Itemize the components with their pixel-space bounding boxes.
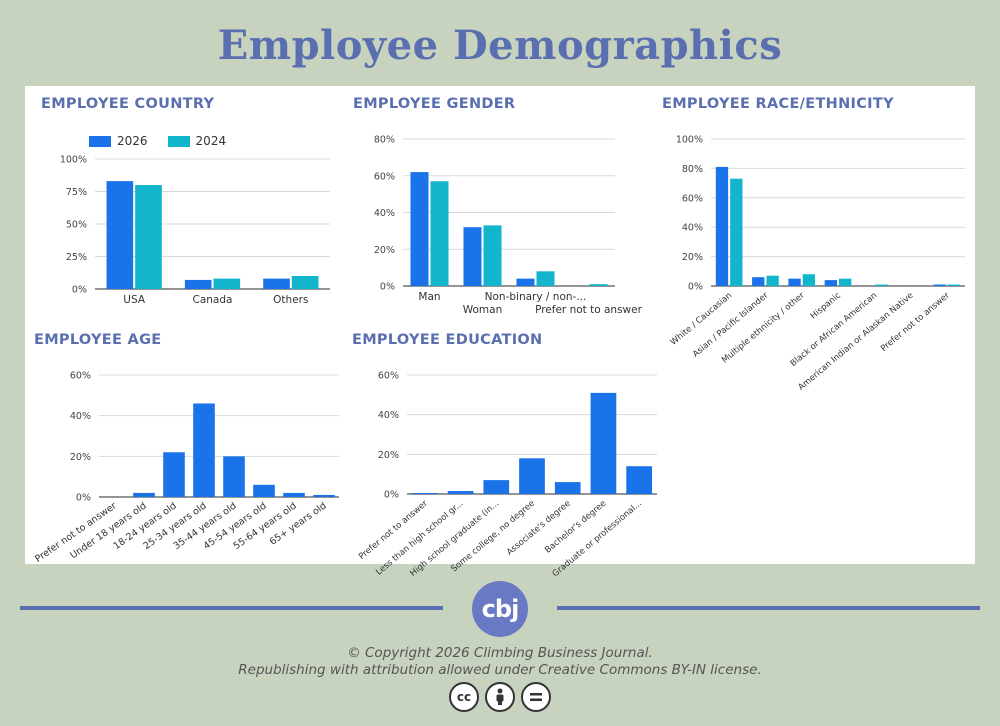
cc-license-icon: cc <box>449 682 479 712</box>
gender-y-tick-label: 60% <box>374 171 395 182</box>
race-category-label: White / Caucasian <box>669 291 734 348</box>
gender-bar-series-0 <box>516 278 535 286</box>
age-y-tick-label: 0% <box>76 493 91 504</box>
gender-bar-series-1 <box>430 181 449 286</box>
country-chart-title: EMPLOYEE COUNTRY <box>41 96 215 112</box>
race-bar-series-1 <box>730 178 743 286</box>
gender-y-tick-label: 0% <box>380 282 395 293</box>
gender-bar-series-0 <box>463 227 482 286</box>
gender-bar-series-1 <box>589 284 608 286</box>
age-bar-series-0 <box>193 403 215 497</box>
race-bar-series-1 <box>766 275 779 286</box>
race-y-tick-label: 100% <box>676 135 703 146</box>
race-category-label: Prefer not to answer <box>879 290 952 354</box>
age-bar-series-0 <box>313 494 335 497</box>
education-bar-series-0 <box>554 482 581 494</box>
race-y-tick-label: 0% <box>688 282 703 293</box>
country-bar-2026 <box>263 278 290 289</box>
education-category-label: Associate's degree <box>505 499 573 558</box>
person-icon <box>496 688 504 705</box>
gender-bar-series-1 <box>536 271 555 286</box>
education-y-tick-label: 40% <box>378 410 399 421</box>
education-bar-series-0 <box>626 466 652 494</box>
country-y-tick-label: 75% <box>66 187 87 198</box>
country-legend: 2026 2024 <box>89 134 240 148</box>
country-category-label: Canada <box>193 294 233 306</box>
age-y-tick-label: 40% <box>70 411 91 422</box>
education-bar-series-0 <box>483 480 510 494</box>
country-y-tick-label: 0% <box>72 285 87 296</box>
gender-bar-series-1 <box>483 225 502 286</box>
race-bar-series-1 <box>875 284 888 286</box>
cbj-logo: cbj <box>472 581 528 637</box>
copyright-line-2: Republishing with attribution allowed un… <box>238 662 762 678</box>
legend-swatch-2026 <box>89 135 111 147</box>
legend-swatch-2024 <box>167 135 190 147</box>
charts-svg: 0% 25% 50% 75% 100% USA Canada Others 0% 20% 40% 60… <box>33 135 965 579</box>
legend-label-2024: 2024 <box>195 134 227 148</box>
country-y-tick-label: 25% <box>66 252 87 263</box>
education-category-label: Bachelor's degree <box>543 499 608 556</box>
page-title: Employee Demographics <box>217 22 783 69</box>
education-bar-series-0 <box>590 392 617 494</box>
education-bar-series-0 <box>519 458 545 494</box>
age-y-tick-label: 60% <box>70 371 91 382</box>
country-bar-2024 <box>291 276 319 289</box>
race-y-tick-label: 40% <box>682 223 703 234</box>
country-y-tick-label: 50% <box>66 220 87 231</box>
country-bar-2024 <box>213 278 241 289</box>
age-chart-title: EMPLOYEE AGE <box>34 332 162 348</box>
age-bar-series-0 <box>283 492 305 497</box>
age-bar-series-0 <box>133 492 155 497</box>
gender-bar-series-0 <box>410 172 429 286</box>
education-bar-series-0 <box>412 493 438 494</box>
race-bar-series-0 <box>933 284 946 286</box>
country-bar-2024 <box>135 185 162 289</box>
gender-y-tick-label: 40% <box>374 208 395 219</box>
gender-category-label: Non-binary / non-... <box>485 291 587 303</box>
race-y-tick-label: 80% <box>682 164 703 175</box>
age-bar-series-0 <box>223 456 245 497</box>
charts-panel: EMPLOYEE COUNTRY 2026 2024 EMPLOYEE GEND… <box>25 86 975 579</box>
race-bar-series-0 <box>824 280 837 286</box>
race-y-tick-label: 20% <box>682 252 703 263</box>
no-derivatives-icon <box>521 682 551 712</box>
country-bar-2026 <box>184 279 212 289</box>
race-bar-series-1 <box>947 284 961 286</box>
attribution-icon <box>485 682 515 712</box>
education-y-tick-label: 20% <box>378 450 399 461</box>
gender-category-label: Woman <box>463 304 503 316</box>
equals-icon <box>530 693 542 701</box>
education-chart-title: EMPLOYEE EDUCATION <box>352 332 543 348</box>
education-bar-series-0 <box>447 491 474 494</box>
age-y-tick-label: 20% <box>70 452 91 463</box>
race-bar-series-0 <box>752 277 765 286</box>
copyright-line-1: © Copyright 2026 Climbing Business Journ… <box>347 645 653 661</box>
gender-category-label: Man <box>418 291 440 303</box>
gender-chart-title: EMPLOYEE GENDER <box>353 96 516 112</box>
race-bar-series-1 <box>802 274 816 286</box>
country-category-label: USA <box>123 294 146 306</box>
country-category-label: Others <box>273 294 308 306</box>
race-category-label: Hispanic <box>809 290 843 321</box>
age-bar-series-0 <box>253 484 275 497</box>
race-bar-series-0 <box>715 166 729 286</box>
legend-label-2026: 2026 <box>117 134 148 148</box>
race-bar-series-0 <box>788 278 801 286</box>
footer-divider-left <box>20 606 443 610</box>
footer-divider-right <box>557 606 980 610</box>
country-bar-2026 <box>106 181 134 289</box>
age-bar-series-0 <box>163 452 185 497</box>
race-bar-series-1 <box>839 278 852 286</box>
gender-y-tick-label: 20% <box>374 245 395 256</box>
gender-y-tick-label: 80% <box>374 135 395 146</box>
gender-category-label: Prefer not to answer <box>535 304 643 316</box>
country-y-tick-label: 100% <box>60 155 87 166</box>
education-y-tick-label: 60% <box>378 371 399 382</box>
race-y-tick-label: 60% <box>682 193 703 204</box>
education-y-tick-label: 0% <box>384 490 399 501</box>
race-chart-title: EMPLOYEE RACE/ETHNICITY <box>662 96 894 112</box>
